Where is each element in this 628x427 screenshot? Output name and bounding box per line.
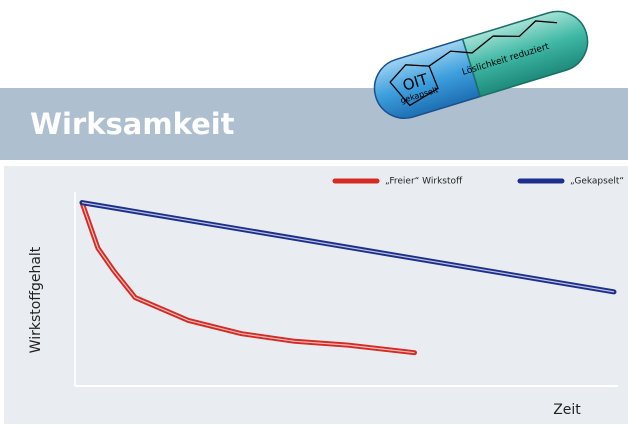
pill-right	[461, 10, 589, 98]
pill-left	[373, 38, 482, 119]
legend-label: „Freier“ Wirkstoff	[385, 177, 463, 187]
line-highlight	[81, 202, 415, 354]
legend-label: „Gekapselt“	[570, 177, 624, 187]
molecule	[389, 20, 558, 107]
y-axis-label: Wirkstoffgehalt	[28, 246, 44, 353]
line-highlight	[81, 202, 615, 293]
header-band	[0, 88, 628, 160]
chart-title: Wirksamkeit	[30, 107, 235, 141]
pill: OIT gekapselt Löslichkeit reduziert	[373, 10, 589, 119]
x-axis-label: Zeit	[553, 402, 581, 418]
